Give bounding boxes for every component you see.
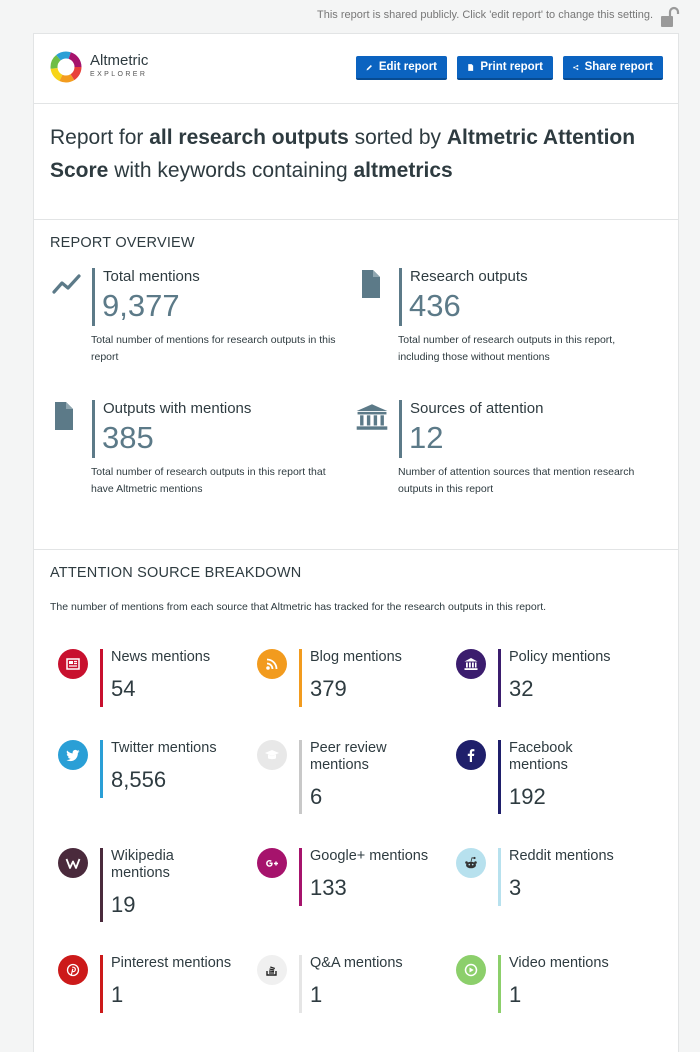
top-bar: Altmetric EXPLORER Edit report Print rep… bbox=[34, 34, 678, 104]
print-report-button[interactable]: Print report bbox=[457, 56, 553, 80]
share-report-label: Share report bbox=[584, 61, 653, 73]
source-value: 32 bbox=[509, 676, 534, 701]
video-icon bbox=[456, 955, 486, 985]
source-label: Policy mentions bbox=[509, 649, 611, 665]
edit-report-label: Edit report bbox=[378, 61, 437, 73]
edit-report-button[interactable]: Edit report bbox=[356, 56, 447, 80]
source-label: Peer review mentions bbox=[310, 740, 387, 773]
source-label: Blog mentions bbox=[310, 649, 402, 665]
source-value: 133 bbox=[310, 875, 347, 900]
source-value: 192 bbox=[509, 784, 546, 809]
policy-icon bbox=[456, 649, 486, 679]
source-label: Wikipedia mentions bbox=[111, 848, 174, 881]
share-notice: This report is shared publicly. Click 'e… bbox=[317, 9, 653, 21]
pinterest-icon bbox=[58, 955, 88, 985]
unlock-icon[interactable] bbox=[658, 6, 680, 28]
source-label: News mentions bbox=[111, 649, 211, 665]
facebook-icon bbox=[456, 740, 486, 770]
share-report-button[interactable]: Share report bbox=[563, 56, 663, 80]
breakdown-heading: ATTENTION SOURCE BREAKDOWN bbox=[50, 565, 302, 581]
source-value: 3 bbox=[509, 875, 522, 900]
source-reddit: Reddit mentions 3 bbox=[448, 848, 638, 938]
pencil-icon bbox=[366, 64, 372, 70]
brand-subtitle: EXPLORER bbox=[90, 71, 148, 78]
source-value: 379 bbox=[310, 676, 347, 701]
peer-review-icon bbox=[257, 740, 287, 770]
reddit-icon bbox=[456, 848, 486, 878]
source-policy: Policy mentions 32 bbox=[448, 649, 638, 739]
source-peer-review: Peer review mentions 6 bbox=[249, 740, 439, 830]
source-value: 1 bbox=[310, 982, 323, 1007]
stack-exchange-icon bbox=[257, 955, 287, 985]
overview-label: Outputs with mentions bbox=[103, 400, 252, 417]
source-facebook: Facebook mentions 192 bbox=[448, 740, 638, 830]
document-icon bbox=[468, 63, 474, 71]
source-qa: Q&A mentions 1 bbox=[249, 955, 439, 1045]
overview-value: 9,377 bbox=[102, 288, 180, 323]
source-google-plus: Google+ mentions 133 bbox=[249, 848, 439, 938]
source-news: News mentions 54 bbox=[50, 649, 240, 739]
overview-value: 12 bbox=[409, 420, 444, 455]
source-value: 1 bbox=[111, 982, 124, 1007]
brand-name: Altmetric bbox=[90, 52, 149, 69]
overview-label: Sources of attention bbox=[410, 400, 544, 417]
brand: Altmetric EXPLORER bbox=[90, 53, 148, 80]
google-plus-icon bbox=[257, 848, 287, 878]
report-overview: REPORT OVERVIEW Total mentions 9,377 Tot… bbox=[34, 220, 678, 550]
institution-icon bbox=[356, 404, 388, 430]
source-value: 6 bbox=[310, 784, 323, 809]
source-value: 54 bbox=[111, 676, 136, 701]
altmetric-logo bbox=[50, 51, 82, 83]
source-label: Q&A mentions bbox=[310, 955, 403, 971]
overview-value: 436 bbox=[409, 288, 461, 323]
source-label: Reddit mentions bbox=[509, 848, 614, 864]
breakdown-description: The number of mentions from each source … bbox=[50, 601, 547, 613]
source-twitter: Twitter mentions 8,556 bbox=[50, 740, 240, 830]
document-icon bbox=[55, 402, 73, 430]
print-report-label: Print report bbox=[480, 61, 543, 73]
overview-desc: Total number of research outputs in this… bbox=[91, 466, 326, 495]
report-title: Report for all research outputs sorted b… bbox=[50, 126, 636, 182]
overview-value: 385 bbox=[102, 420, 154, 455]
overview-label: Research outputs bbox=[410, 268, 528, 285]
source-pinterest: Pinterest mentions 1 bbox=[50, 955, 240, 1045]
source-video: Video mentions 1 bbox=[448, 955, 638, 1045]
source-label: Google+ mentions bbox=[310, 848, 429, 864]
report-card: Altmetric EXPLORER Edit report Print rep… bbox=[33, 33, 679, 1052]
source-label: Facebook mentions bbox=[509, 740, 573, 773]
news-icon bbox=[58, 649, 88, 679]
source-blog: Blog mentions 379 bbox=[249, 649, 439, 739]
overview-desc: Number of attention sources that mention… bbox=[398, 466, 635, 495]
wikipedia-icon bbox=[58, 848, 88, 878]
twitter-icon bbox=[58, 740, 88, 770]
report-title-section: Report for all research outputs sorted b… bbox=[34, 104, 678, 220]
source-value: 19 bbox=[111, 892, 136, 917]
rss-icon bbox=[257, 649, 287, 679]
overview-desc: Total number of research outputs in this… bbox=[398, 334, 616, 363]
source-label: Video mentions bbox=[509, 955, 609, 971]
source-value: 1 bbox=[509, 982, 522, 1007]
overview-label: Total mentions bbox=[103, 268, 200, 285]
source-label: Twitter mentions bbox=[111, 740, 217, 756]
overview-desc: Total number of mentions for research ou… bbox=[91, 334, 336, 363]
document-icon bbox=[362, 270, 380, 298]
attention-source-breakdown: ATTENTION SOURCE BREAKDOWN The number of… bbox=[34, 550, 678, 1050]
source-label: Pinterest mentions bbox=[111, 955, 232, 971]
share-icon bbox=[573, 64, 579, 70]
trend-line-icon bbox=[52, 274, 81, 294]
source-wikipedia: Wikipedia mentions 19 bbox=[50, 848, 240, 938]
source-value: 8,556 bbox=[111, 767, 167, 792]
overview-heading: REPORT OVERVIEW bbox=[50, 235, 195, 251]
